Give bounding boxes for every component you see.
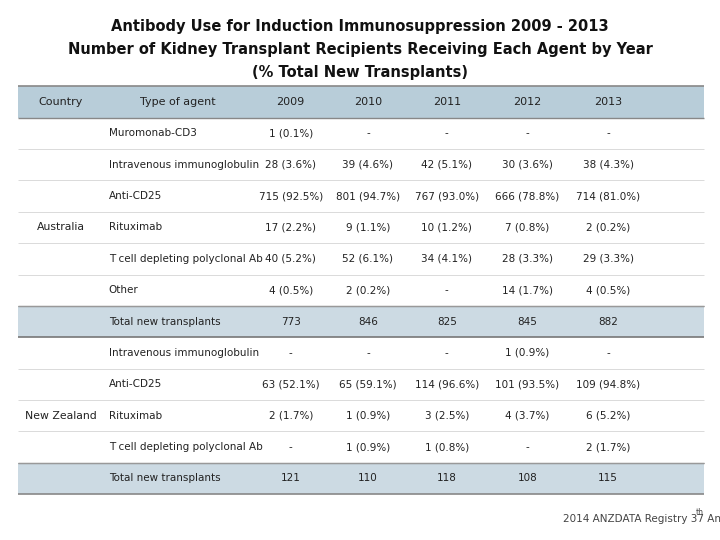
Text: Antibody Use for Induction Immunosuppression 2009 - 2013: Antibody Use for Induction Immunosuppres… bbox=[111, 19, 609, 34]
Text: 2013: 2013 bbox=[594, 97, 622, 107]
Bar bbox=[18, 463, 704, 494]
Text: Annual Report: Annual Report bbox=[704, 514, 720, 524]
Text: 10 (1.2%): 10 (1.2%) bbox=[421, 222, 472, 233]
Text: 3 (2.5%): 3 (2.5%) bbox=[425, 411, 469, 421]
Text: Total new transplants: Total new transplants bbox=[109, 474, 220, 483]
Text: 846: 846 bbox=[358, 316, 378, 327]
Text: 28 (3.3%): 28 (3.3%) bbox=[502, 254, 553, 264]
Text: 29 (3.3%): 29 (3.3%) bbox=[582, 254, 634, 264]
Text: 28 (3.6%): 28 (3.6%) bbox=[265, 160, 316, 170]
Text: 714 (81.0%): 714 (81.0%) bbox=[576, 191, 640, 201]
Text: 101 (93.5%): 101 (93.5%) bbox=[495, 379, 559, 389]
Text: th: th bbox=[696, 508, 704, 517]
Text: 882: 882 bbox=[598, 316, 618, 327]
Text: 38 (4.3%): 38 (4.3%) bbox=[582, 160, 634, 170]
Text: 9 (1.1%): 9 (1.1%) bbox=[346, 222, 390, 233]
Text: -: - bbox=[289, 442, 292, 452]
Text: 4 (0.5%): 4 (0.5%) bbox=[269, 285, 313, 295]
Text: Australia: Australia bbox=[37, 222, 85, 233]
Text: -: - bbox=[366, 348, 370, 358]
Text: Country: Country bbox=[39, 97, 83, 107]
Text: 108: 108 bbox=[518, 474, 537, 483]
Bar bbox=[18, 306, 704, 338]
Text: 1 (0.9%): 1 (0.9%) bbox=[346, 442, 390, 452]
Text: 715 (92.5%): 715 (92.5%) bbox=[258, 191, 323, 201]
Text: -: - bbox=[289, 348, 292, 358]
Text: 118: 118 bbox=[437, 474, 456, 483]
Text: 2 (0.2%): 2 (0.2%) bbox=[586, 222, 630, 233]
Text: 801 (94.7%): 801 (94.7%) bbox=[336, 191, 400, 201]
Text: (% Total New Transplants): (% Total New Transplants) bbox=[252, 65, 468, 80]
Text: 114 (96.6%): 114 (96.6%) bbox=[415, 379, 479, 389]
Text: 63 (52.1%): 63 (52.1%) bbox=[262, 379, 320, 389]
Text: 42 (5.1%): 42 (5.1%) bbox=[421, 160, 472, 170]
Text: 17 (2.2%): 17 (2.2%) bbox=[265, 222, 316, 233]
Text: 121: 121 bbox=[281, 474, 301, 483]
Text: Other: Other bbox=[109, 285, 138, 295]
Text: 4 (0.5%): 4 (0.5%) bbox=[586, 285, 630, 295]
Text: -: - bbox=[606, 348, 610, 358]
Text: Rituximab: Rituximab bbox=[109, 411, 162, 421]
Text: 115: 115 bbox=[598, 474, 618, 483]
Text: 773: 773 bbox=[281, 316, 301, 327]
Text: 52 (6.1%): 52 (6.1%) bbox=[343, 254, 393, 264]
Text: 6 (5.2%): 6 (5.2%) bbox=[586, 411, 630, 421]
Bar bbox=[18, 86, 704, 118]
Text: 14 (1.7%): 14 (1.7%) bbox=[502, 285, 553, 295]
Text: -: - bbox=[445, 285, 449, 295]
Text: 110: 110 bbox=[358, 474, 378, 483]
Text: 7 (0.8%): 7 (0.8%) bbox=[505, 222, 549, 233]
Text: 2 (1.7%): 2 (1.7%) bbox=[586, 442, 630, 452]
Text: 34 (4.1%): 34 (4.1%) bbox=[421, 254, 472, 264]
Text: Type of agent: Type of agent bbox=[140, 97, 215, 107]
Text: -: - bbox=[445, 348, 449, 358]
Text: 1 (0.8%): 1 (0.8%) bbox=[425, 442, 469, 452]
Text: -: - bbox=[526, 129, 529, 138]
Text: 30 (3.6%): 30 (3.6%) bbox=[502, 160, 553, 170]
Text: 1 (0.9%): 1 (0.9%) bbox=[505, 348, 549, 358]
Text: 2014 ANZDATA Registry 37: 2014 ANZDATA Registry 37 bbox=[563, 514, 704, 524]
Text: 767 (93.0%): 767 (93.0%) bbox=[415, 191, 479, 201]
Text: 666 (78.8%): 666 (78.8%) bbox=[495, 191, 559, 201]
Text: 2009: 2009 bbox=[276, 97, 305, 107]
Text: 40 (5.2%): 40 (5.2%) bbox=[265, 254, 316, 264]
Text: 2 (0.2%): 2 (0.2%) bbox=[346, 285, 390, 295]
Text: Number of Kidney Transplant Recipients Receiving Each Agent by Year: Number of Kidney Transplant Recipients R… bbox=[68, 42, 652, 57]
Text: 109 (94.8%): 109 (94.8%) bbox=[576, 379, 640, 389]
Text: -: - bbox=[606, 129, 610, 138]
Text: Intravenous immunoglobulin: Intravenous immunoglobulin bbox=[109, 160, 259, 170]
Text: 4 (3.7%): 4 (3.7%) bbox=[505, 411, 549, 421]
Text: T cell depleting polyclonal Ab: T cell depleting polyclonal Ab bbox=[109, 442, 263, 452]
Text: 1 (0.1%): 1 (0.1%) bbox=[269, 129, 313, 138]
Text: 1 (0.9%): 1 (0.9%) bbox=[346, 411, 390, 421]
Text: Intravenous immunoglobulin: Intravenous immunoglobulin bbox=[109, 348, 259, 358]
Text: 825: 825 bbox=[437, 316, 456, 327]
Text: New Zealand: New Zealand bbox=[25, 411, 96, 421]
Text: Anti-CD25: Anti-CD25 bbox=[109, 191, 162, 201]
Text: T cell depleting polyclonal Ab: T cell depleting polyclonal Ab bbox=[109, 254, 263, 264]
Text: 2011: 2011 bbox=[433, 97, 461, 107]
Text: 2 (1.7%): 2 (1.7%) bbox=[269, 411, 313, 421]
Text: -: - bbox=[366, 129, 370, 138]
Text: 65 (59.1%): 65 (59.1%) bbox=[339, 379, 397, 389]
Text: Muromonab-CD3: Muromonab-CD3 bbox=[109, 129, 197, 138]
Text: 845: 845 bbox=[518, 316, 537, 327]
Text: Anti-CD25: Anti-CD25 bbox=[109, 379, 162, 389]
Text: 39 (4.6%): 39 (4.6%) bbox=[343, 160, 393, 170]
Text: 2012: 2012 bbox=[513, 97, 541, 107]
Text: Rituximab: Rituximab bbox=[109, 222, 162, 233]
Text: 2010: 2010 bbox=[354, 97, 382, 107]
Text: -: - bbox=[445, 129, 449, 138]
Text: Total new transplants: Total new transplants bbox=[109, 316, 220, 327]
Text: -: - bbox=[526, 442, 529, 452]
